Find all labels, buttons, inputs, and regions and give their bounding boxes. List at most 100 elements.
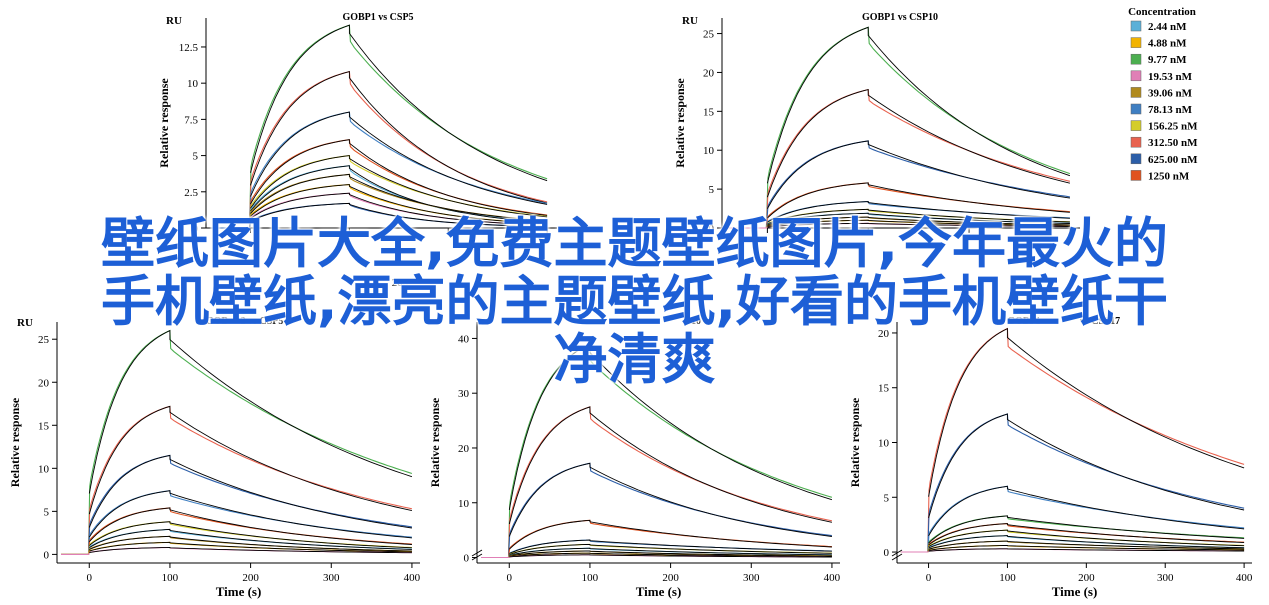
legend-title: Concentration	[1128, 6, 1196, 18]
fit-curve-3	[767, 140, 1070, 209]
partial-label: GOBP1	[1007, 316, 1040, 327]
y-tick-label: 15	[703, 106, 715, 118]
fit-curve-4	[88, 490, 412, 539]
y-tick-label: 15	[878, 383, 890, 395]
legend-swatch	[1130, 37, 1142, 48]
fit-curve-9	[509, 552, 832, 557]
fit-curve-4	[767, 182, 1070, 219]
fit-curve-10	[928, 548, 1245, 552]
fit-curve-8	[250, 184, 548, 225]
legend-label: 9.77 nM	[1148, 54, 1187, 66]
fit-curve-1	[928, 327, 1245, 497]
fit-curve-5	[88, 507, 412, 545]
partial-label: 200	[392, 277, 409, 289]
legend-items: 2.44 nM 4.88 nM 9.77 nM 19.53 nM 39.06 nM 78.…	[1130, 20, 1198, 182]
x-tick-label: 200	[662, 572, 679, 584]
y-tick-label: 30	[458, 388, 470, 400]
y-tick-label: 5	[884, 492, 890, 504]
fit-curve-3	[928, 485, 1245, 537]
legend-swatch	[1130, 20, 1142, 32]
legend-label: 2.44 nM	[1148, 21, 1187, 33]
y-tick-label: 20	[458, 443, 470, 455]
legend-label: 1250 nM	[1148, 170, 1190, 182]
y-tick-label: 0	[709, 223, 715, 235]
fit-curve-2	[928, 413, 1245, 519]
y-axis-label: Relative response	[157, 78, 171, 168]
chart-title: GOBP1 vs CSP5	[342, 12, 413, 23]
y-tick-label: 0	[464, 553, 470, 565]
fit-curve-6	[767, 208, 1070, 225]
fit-curve-8	[509, 550, 832, 557]
y-axis-label: Relative response	[673, 78, 687, 168]
fit-curve-1	[88, 329, 413, 494]
fit-curve-4	[250, 139, 548, 216]
fit-curve-9	[928, 545, 1245, 551]
axis-break-mark	[471, 549, 483, 561]
x-tick-label: 0	[87, 572, 93, 584]
fit-curve-3	[250, 111, 548, 205]
y-tick-label: 12.5	[179, 42, 199, 54]
y-tick-label: 5	[709, 184, 715, 196]
y-tick-label: 2.5	[184, 187, 198, 199]
fit-curve-1	[250, 24, 548, 182]
x-tick-label: 400	[1236, 572, 1253, 584]
y-tick-label: 5	[193, 151, 199, 163]
x-tick-label: 100	[162, 572, 179, 584]
fit-curve-4	[508, 519, 832, 550]
fit-curve-10	[250, 202, 548, 228]
legend-swatch	[1130, 87, 1142, 98]
y-tick-label: 0	[44, 549, 50, 561]
y-tick-label: 25	[38, 334, 50, 346]
data-series-1	[900, 327, 1245, 553]
legend-label: 156.25 nM	[1148, 121, 1198, 133]
fit-curve-9	[250, 192, 548, 226]
x-tick-label: 400	[824, 572, 841, 584]
data-series-3	[61, 454, 412, 555]
x-tick-label: 100	[999, 572, 1016, 584]
x-axis-label: Time (s)	[636, 584, 682, 599]
legend-label: 625.00 nM	[1148, 154, 1198, 166]
fit-curve-6	[89, 521, 412, 549]
y-tick-label: 10	[878, 438, 890, 450]
x-tick-label: 0	[507, 572, 513, 584]
x-tick-label: 300	[1157, 572, 1174, 584]
fit-curve-1	[766, 26, 1071, 184]
legend-swatch	[1130, 136, 1142, 148]
y-tick-label: 0	[884, 547, 890, 559]
data-series-2	[481, 406, 833, 559]
fit-curve-2	[250, 71, 548, 204]
legend-label: 312.50 nM	[1148, 137, 1198, 149]
y-tick-label: 15	[38, 420, 50, 432]
fit-curve-7	[928, 535, 1245, 549]
x-tick-label: 400	[404, 572, 421, 584]
x-tick-label: 200	[242, 572, 259, 584]
fit-curve-8	[89, 535, 412, 552]
data-series-1	[61, 329, 413, 555]
legend-swatch	[1130, 53, 1142, 65]
x-tick-label: 200	[1078, 572, 1095, 584]
y-tick-label: 20	[38, 377, 50, 389]
legend-label: 39.06 nM	[1148, 87, 1193, 99]
y-tick-label: 10	[703, 145, 715, 157]
fit-curve-2	[88, 405, 412, 515]
legend-swatch	[1130, 153, 1142, 165]
legend-swatch	[1130, 103, 1142, 115]
y-tick-label: 25	[703, 29, 715, 41]
y-tick-label: 0	[193, 223, 199, 235]
chart-panel-2: 0 5 10 15 20 25 Relative response GOBP1 vs CSP1…	[673, 12, 1080, 235]
x-tick-label: 300	[743, 572, 760, 584]
fit-curve-5	[767, 201, 1070, 223]
fit-curve-5	[509, 539, 832, 555]
data-series-3	[210, 111, 548, 229]
data-series-2	[210, 70, 548, 229]
fit-curve-6	[250, 165, 548, 223]
fit-curve-10	[767, 222, 1070, 228]
fit-curve-7	[509, 547, 832, 556]
fit-curve-10	[89, 547, 412, 554]
y-tick-label: 10	[38, 463, 50, 475]
chart-title: GOBP2 vs CSP5	[0, 0, 36, 3]
partial-label: 2 vs CSP5	[241, 316, 284, 327]
unit-label: RU	[17, 317, 33, 329]
